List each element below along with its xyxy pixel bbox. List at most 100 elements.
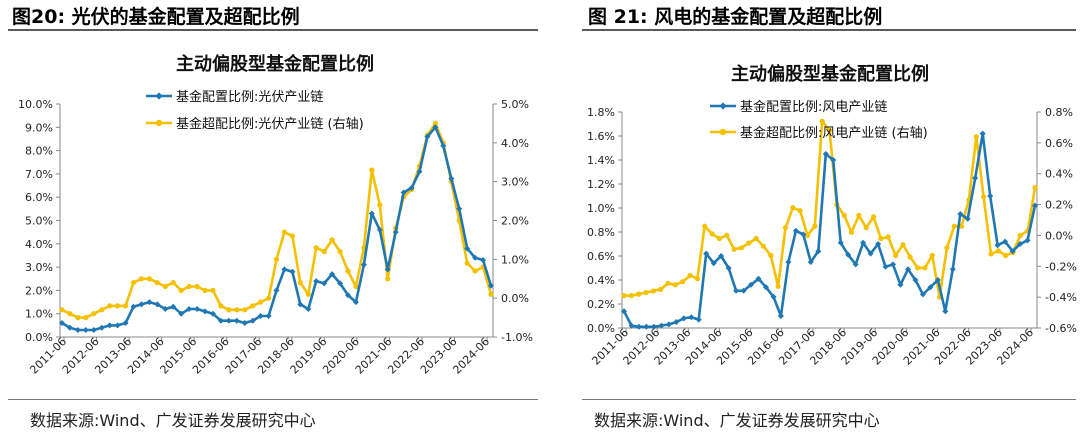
legend-label: 基金超配比例:光伏产业链 (右轴) [176, 116, 364, 132]
overweight-data-point [464, 260, 470, 266]
allocation-data-point [488, 282, 494, 289]
allocation-data-point [830, 157, 837, 163]
overweight-data-point [753, 235, 759, 242]
legend-marker [155, 119, 163, 127]
allocation-data-point [392, 229, 399, 236]
allocation-data-point [265, 313, 272, 319]
allocation-data-point [202, 308, 208, 315]
overweight-data-point [951, 223, 957, 229]
allocation-data-point [154, 301, 161, 308]
right-axis-tick-label: 0.8% [1045, 106, 1073, 119]
allocation-data-point [822, 151, 829, 157]
allocation-data-point [186, 306, 193, 312]
allocation-data-point [912, 277, 919, 283]
left-axis-tick-label: 1.0% [25, 308, 53, 321]
allocation-data-point [178, 310, 185, 317]
overweight-data-point [878, 235, 884, 242]
left-axis-tick-label: 5.0% [25, 215, 53, 228]
left-axis-tick-label: 1.8% [587, 106, 615, 119]
overweight-data-point [266, 295, 272, 301]
overweight-data-point [273, 256, 280, 262]
overweight-data-point [321, 249, 327, 255]
allocation-data-point [448, 175, 455, 182]
source-note: 数据来源:Wind、广发证券发展研究中心 [30, 411, 316, 430]
right-axis-tick-label: -0.6% [1045, 322, 1077, 335]
left-axis-tick-label: 0.8% [587, 226, 615, 239]
allocation-data-point [934, 277, 941, 283]
right-axis-tick-label: 4.0% [501, 137, 529, 150]
allocation-data-point [352, 299, 359, 306]
allocation-data-point [897, 281, 904, 288]
left-axis-tick-label: 4.0% [25, 238, 53, 251]
figure-label: 图20: [12, 6, 66, 28]
overweight-data-point [900, 242, 906, 248]
allocation-data-point [800, 231, 807, 238]
allocation-data-point [74, 327, 81, 333]
overweight-data-point [91, 311, 97, 317]
overweight-data-point [432, 120, 438, 126]
overweight-data-point [775, 283, 781, 289]
figure-21-panel: 图 21: 风电的基金配置及超配比例 主动偏股型基金配置比例 0.0% 0.2% 0.… [560, 0, 1080, 440]
allocation-data-point [130, 303, 137, 310]
overweight-data-point [123, 303, 129, 309]
overweight-data-point [305, 291, 311, 297]
figure-title: 图 21: 风电的基金配置及超配比例 [588, 2, 882, 29]
allocation-data-point [321, 280, 328, 287]
overweight-data-point [488, 291, 494, 297]
overweight-data-point [329, 237, 335, 243]
overweight-data-point [226, 307, 232, 313]
allocation-data-point [957, 211, 964, 217]
overweight-data-point [234, 307, 240, 313]
legend-label: 基金超配比例:风电产业链 (右轴) [740, 125, 928, 141]
overweight-data-point [369, 167, 375, 173]
overweight-data-point [138, 276, 144, 282]
allocation-data-point [733, 287, 740, 294]
left-axis-tick-label: 1.0% [587, 202, 615, 215]
allocation-data-point [815, 248, 822, 255]
allocation-data-point [313, 278, 320, 285]
overweight-data-point [981, 194, 987, 200]
overweight-data-point [472, 268, 478, 274]
allocation-data-point [919, 291, 926, 298]
allocation-data-point [1024, 237, 1031, 244]
overweight-data-point [915, 265, 921, 271]
left-axis-tick-label: 7.0% [25, 168, 53, 181]
allocation-data-point [770, 293, 777, 300]
allocation-data-point [845, 251, 852, 258]
allocation-data-point [755, 275, 762, 282]
allocation-data-point [777, 313, 784, 319]
overweight-data-point [724, 232, 730, 238]
overweight-data-point [130, 280, 137, 286]
allocation-data-point [763, 284, 769, 291]
overweight-data-point [702, 223, 708, 229]
overweight-data-point [848, 229, 855, 235]
allocation-data-point [628, 322, 635, 329]
allocation-data-point [225, 317, 232, 324]
overweight-data-point [973, 134, 979, 140]
allocation-data-point [673, 319, 680, 325]
overweight-data-point [826, 127, 833, 134]
allocation-data-point [194, 306, 201, 312]
overweight-data-point [819, 118, 825, 124]
overweight-data-point [738, 245, 744, 251]
chart-title: 主动偏股型基金配置比例 [176, 53, 374, 75]
overweight-data-point [680, 279, 686, 285]
allocation-data-point [882, 263, 889, 270]
left-axis-tick-label: 3.0% [25, 261, 53, 274]
allocation-data-point [456, 205, 463, 212]
allocation-data-point [994, 242, 1001, 249]
figure-caption: 光伏的基金配置及超配比例 [71, 6, 300, 28]
allocation-data-point [658, 322, 665, 329]
left-axis-tick-label: 0.6% [587, 250, 615, 263]
overweight-data-point [687, 272, 693, 279]
allocation-data-point [480, 257, 487, 264]
overweight-data-point [250, 303, 256, 309]
allocation-series-line [61, 126, 493, 332]
allocation-data-point [680, 315, 687, 322]
left-axis-tick-label: 8.0% [25, 145, 53, 158]
allocation-data-point [122, 320, 129, 326]
overweight-data-point [797, 208, 803, 214]
allocation-data-point [217, 317, 224, 324]
overweight-data-point [841, 212, 847, 218]
overweight-data-point [218, 303, 224, 309]
